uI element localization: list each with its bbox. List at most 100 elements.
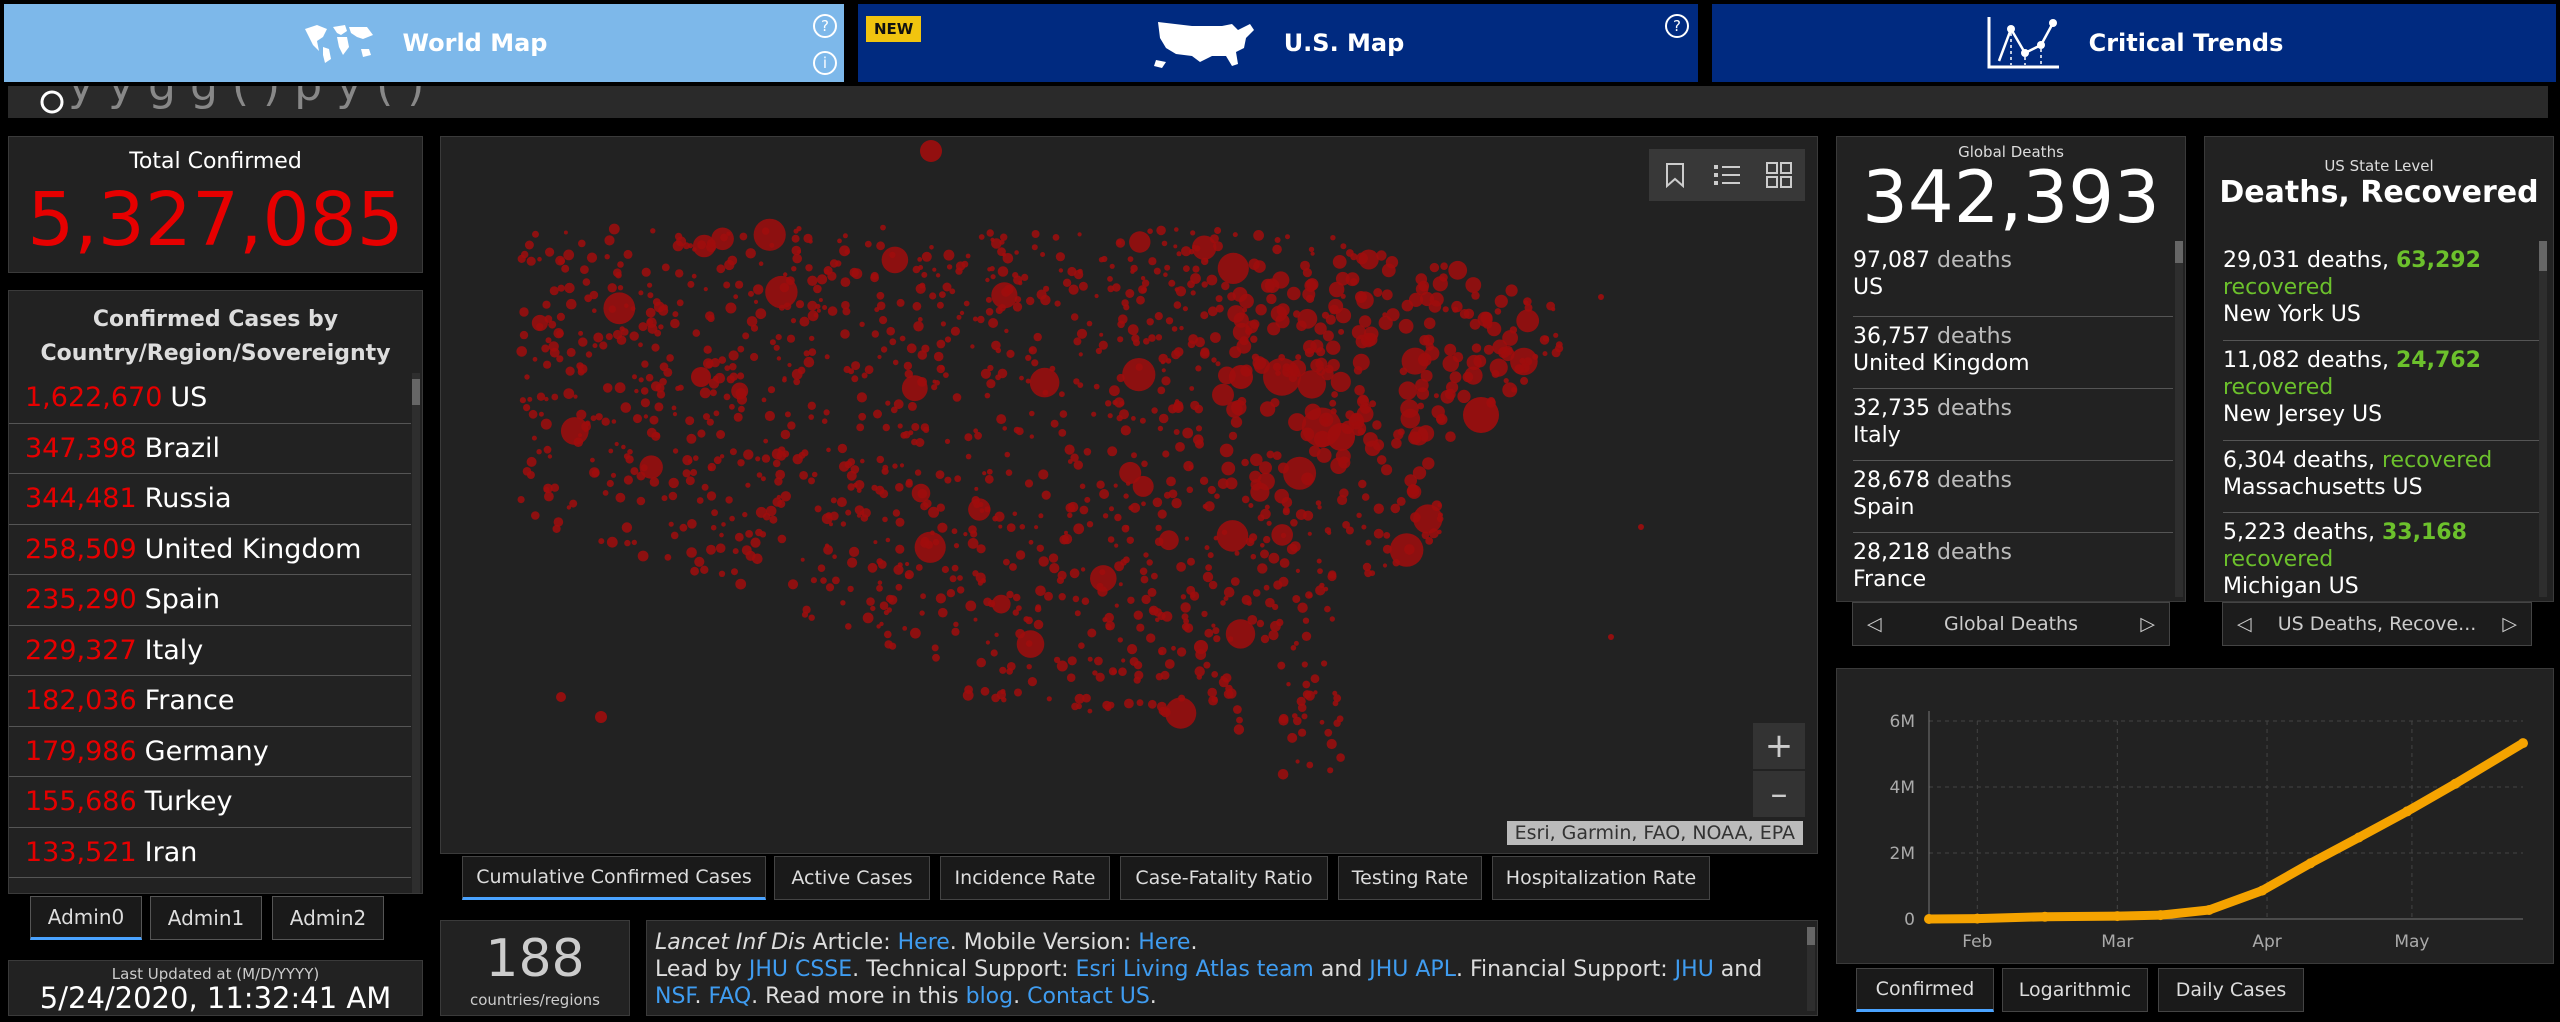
case-bubble[interactable] xyxy=(1326,530,1332,535)
case-bubble[interactable] xyxy=(1230,416,1243,428)
case-bubble[interactable] xyxy=(1116,239,1122,245)
case-bubble[interactable] xyxy=(737,372,745,380)
case-bubble[interactable] xyxy=(1033,619,1044,630)
case-bubble[interactable] xyxy=(1050,419,1059,428)
case-bubble[interactable] xyxy=(1123,556,1130,564)
us-help-icon[interactable]: ? xyxy=(1665,14,1689,38)
case-bubble[interactable] xyxy=(1276,618,1284,627)
case-bubble[interactable] xyxy=(1261,278,1275,293)
case-bubble[interactable] xyxy=(1330,408,1337,415)
case-bubble[interactable] xyxy=(1025,354,1032,361)
case-bubble[interactable] xyxy=(1275,370,1281,376)
case-bubble[interactable] xyxy=(982,471,987,476)
tab-admin2[interactable]: Admin2 xyxy=(272,896,384,940)
case-bubble[interactable] xyxy=(553,517,564,527)
case-bubble[interactable] xyxy=(965,600,977,612)
case-bubble[interactable] xyxy=(1452,306,1459,313)
case-bubble[interactable] xyxy=(1082,693,1091,703)
case-bubble[interactable] xyxy=(994,632,999,637)
case-bubble[interactable] xyxy=(943,372,949,378)
case-bubble[interactable] xyxy=(602,383,613,393)
case-bubble[interactable] xyxy=(1074,610,1081,617)
case-bubble[interactable] xyxy=(1163,491,1171,499)
case-bubble[interactable] xyxy=(1225,619,1256,649)
case-bubble[interactable] xyxy=(961,260,969,268)
case-bubble[interactable] xyxy=(1234,550,1240,556)
case-bubble[interactable] xyxy=(1019,524,1026,530)
case-bubble[interactable] xyxy=(543,445,552,454)
case-bubble[interactable] xyxy=(820,577,827,584)
case-bubble[interactable] xyxy=(870,271,879,280)
case-bubble[interactable] xyxy=(1146,559,1153,566)
case-bubble[interactable] xyxy=(893,399,904,410)
case-bubble[interactable] xyxy=(1016,605,1022,611)
case-bubble[interactable] xyxy=(685,476,695,486)
case-bubble[interactable] xyxy=(1608,634,1614,640)
case-bubble[interactable] xyxy=(847,557,858,568)
case-bubble[interactable] xyxy=(1114,603,1119,608)
case-bubble[interactable] xyxy=(733,412,743,422)
case-bubble[interactable] xyxy=(1099,569,1106,576)
case-bubble[interactable] xyxy=(526,256,536,266)
case-bubble[interactable] xyxy=(1046,696,1052,702)
case-bubble[interactable] xyxy=(1180,594,1187,600)
case-bubble[interactable] xyxy=(949,575,957,583)
case-bubble[interactable] xyxy=(617,285,624,291)
case-bubble[interactable] xyxy=(944,438,951,444)
case-bubble[interactable] xyxy=(1003,558,1010,566)
case-bubble[interactable] xyxy=(1070,313,1079,321)
case-bubble[interactable] xyxy=(1087,628,1097,638)
case-bubble[interactable] xyxy=(1208,695,1218,706)
case-bubble[interactable] xyxy=(1332,255,1347,269)
case-bubble[interactable] xyxy=(1266,450,1275,459)
case-bubble[interactable] xyxy=(895,583,903,591)
case-bubble[interactable] xyxy=(1308,246,1315,253)
case-bubble[interactable] xyxy=(1316,366,1326,376)
case-bubble[interactable] xyxy=(1190,230,1196,236)
case-bubble[interactable] xyxy=(815,303,821,310)
faq-link[interactable]: FAQ xyxy=(708,984,752,1009)
case-bubble[interactable] xyxy=(851,361,861,371)
case-bubble[interactable] xyxy=(1333,719,1341,727)
case-bubble[interactable] xyxy=(953,621,959,627)
case-bubble[interactable] xyxy=(1313,430,1331,448)
case-bubble[interactable] xyxy=(879,489,889,499)
case-bubble[interactable] xyxy=(877,580,883,585)
case-bubble[interactable] xyxy=(1099,489,1110,499)
list-item[interactable]: 133,521 Iran xyxy=(9,828,411,878)
case-bubble[interactable] xyxy=(545,337,552,344)
case-bubble[interactable] xyxy=(826,447,831,453)
case-bubble[interactable] xyxy=(735,578,747,590)
case-bubble[interactable] xyxy=(1098,340,1108,350)
case-bubble[interactable] xyxy=(951,564,959,572)
case-bubble[interactable] xyxy=(1382,563,1388,568)
case-bubble[interactable] xyxy=(1184,536,1189,541)
case-bubble[interactable] xyxy=(707,466,713,471)
scrollbar-thumb[interactable] xyxy=(2539,241,2547,271)
case-bubble[interactable] xyxy=(661,263,670,272)
case-bubble[interactable] xyxy=(753,218,786,251)
case-bubble[interactable] xyxy=(1333,694,1342,703)
case-bubble[interactable] xyxy=(974,431,982,440)
case-bubble[interactable] xyxy=(1190,290,1196,296)
case-bubble[interactable] xyxy=(1188,464,1194,470)
case-bubble[interactable] xyxy=(1338,328,1345,335)
case-bubble[interactable] xyxy=(1006,590,1014,599)
case-bubble[interactable] xyxy=(1236,716,1243,724)
case-bubble[interactable] xyxy=(519,397,526,404)
case-bubble[interactable] xyxy=(629,331,639,341)
case-bubble[interactable] xyxy=(548,320,557,329)
case-bubble[interactable] xyxy=(1272,451,1282,460)
case-bubble[interactable] xyxy=(1260,634,1270,644)
case-bubble[interactable] xyxy=(1194,245,1201,252)
case-bubble[interactable] xyxy=(590,457,595,463)
case-bubble[interactable] xyxy=(547,454,553,459)
case-bubble[interactable] xyxy=(561,264,570,273)
case-bubble[interactable] xyxy=(715,543,726,553)
case-bubble[interactable] xyxy=(787,579,799,590)
case-bubble[interactable] xyxy=(593,332,604,343)
case-bubble[interactable] xyxy=(1122,358,1156,392)
case-bubble[interactable] xyxy=(1266,293,1277,305)
case-bubble[interactable] xyxy=(1181,622,1190,631)
case-bubble[interactable] xyxy=(1034,525,1039,530)
